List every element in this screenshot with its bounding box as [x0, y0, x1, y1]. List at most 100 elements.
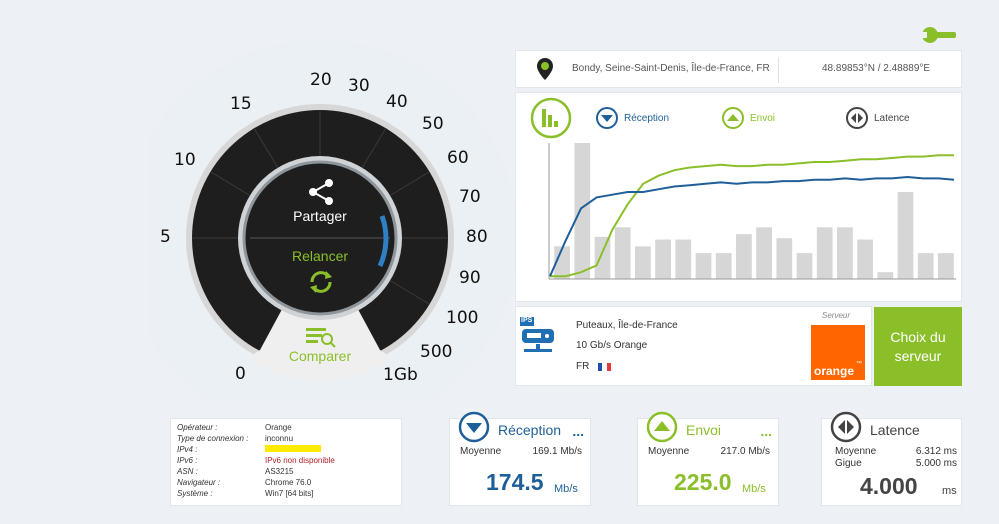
latency-bar: [857, 239, 873, 279]
latency-icon: [846, 107, 868, 129]
gauge-tick: 15: [230, 94, 252, 114]
share-icon[interactable]: [306, 178, 336, 211]
gauge-tick: 500: [420, 342, 453, 362]
upload-arrow-icon: [722, 107, 744, 129]
info-value: inconnu: [265, 434, 294, 443]
server-logo: Serveur orange ™: [806, 310, 868, 382]
legend-upload-label: Envoi: [750, 112, 776, 124]
upload-value: 225.0: [674, 469, 732, 495]
result-reception: Réception ... Moyenne 169.1 Mb/s 174.5 M…: [449, 411, 591, 506]
upload-arrow-icon: [646, 411, 678, 443]
legend-latency[interactable]: Latence: [846, 107, 910, 129]
location-bar: Bondy, Seine-Saint-Denis, Île-de-France,…: [515, 50, 962, 88]
isp-badge: IPS: [521, 317, 533, 324]
isp-city: Puteaux, Île-de-France: [576, 320, 678, 331]
info-key: Système :: [177, 489, 213, 498]
avg-value: 169.1 Mb/s: [532, 446, 582, 457]
result-reception-header: Réception: [458, 411, 561, 443]
choose-server-label-1: Choix du: [890, 328, 946, 345]
gauge-tick: 20: [310, 70, 332, 90]
more-button[interactable]: ...: [760, 423, 772, 439]
latency-bar: [837, 227, 853, 279]
gauge-tick: 10: [174, 150, 196, 170]
gauge-tick: 50: [422, 114, 444, 134]
latency-value: 4.000: [860, 473, 918, 499]
latency-bar: [635, 246, 651, 279]
info-key: IPv6 :: [177, 456, 198, 465]
latency-bar: [796, 253, 813, 279]
result-latency: Latence Moyenne 6.312 ms Gigue 5.000 ms …: [821, 411, 962, 506]
latency-unit: ms: [942, 485, 957, 497]
isp-country: FR: [576, 361, 590, 372]
info-row: Opérateur : Orange: [177, 422, 395, 433]
orange-logo: orange ™: [811, 325, 865, 380]
info-key: ASN :: [177, 467, 198, 476]
latency-bar: [917, 253, 934, 279]
gauge-tick: 30: [348, 76, 370, 96]
legend-reception[interactable]: Réception: [596, 107, 669, 129]
restart-button[interactable]: Relancer: [291, 248, 349, 264]
orange-logo-text: orange: [814, 364, 855, 378]
info-row: IPv4 :: [177, 444, 395, 455]
info-key: Navigateur :: [177, 478, 221, 487]
latency-icon: [830, 411, 862, 443]
download-arrow-icon: [458, 411, 490, 443]
latency-bar: [614, 227, 631, 279]
result-reception-title: Réception: [498, 422, 562, 438]
latency-bar: [776, 238, 793, 279]
share-button[interactable]: Partager: [293, 208, 347, 224]
info-key: Opérateur :: [177, 423, 218, 432]
legend-upload[interactable]: Envoi: [722, 107, 775, 129]
more-button[interactable]: ...: [572, 423, 584, 439]
choose-server-button[interactable]: Choix du serveur: [874, 307, 962, 386]
gauge-tick: 80: [466, 227, 488, 247]
info-row: Navigateur : Chrome 76.0: [177, 477, 395, 488]
ipv4-redacted: [265, 445, 321, 452]
location-coords: 48.89853°N / 2.48889°E: [822, 63, 931, 74]
bar-chart-icon[interactable]: [530, 97, 572, 144]
reception-value: 174.5: [486, 469, 544, 495]
info-value: Chrome 76.0: [265, 478, 312, 487]
latency-bar: [938, 253, 954, 279]
gauge-tick: 70: [459, 187, 481, 207]
latency-bar: [574, 143, 591, 279]
info-row: IPv6 : IPv6 non disponible: [177, 455, 395, 466]
gauge-tick: 40: [386, 92, 408, 112]
result-latency-title: Latence: [870, 422, 920, 438]
latency-bar: [756, 227, 772, 279]
latency-bar: [594, 236, 611, 279]
avg-label: Moyenne: [835, 446, 877, 457]
refresh-icon[interactable]: [307, 268, 335, 301]
avg-label: Moyenne: [460, 446, 502, 457]
upload-series-line: [550, 154, 954, 278]
avg-value: 6.312 ms: [915, 446, 957, 457]
latency-bar: [877, 272, 894, 279]
speed-chart: [548, 143, 956, 280]
latency-bar: [816, 227, 833, 279]
orange-logo-tm: ™: [856, 361, 862, 367]
compare-icon[interactable]: [304, 326, 336, 353]
upload-unit: Mb/s: [742, 483, 766, 495]
info-value: IPv6 non disponible: [265, 456, 335, 465]
choose-server-label-2: serveur: [894, 347, 942, 364]
avg-value: 217.0 Mb/s: [720, 446, 770, 457]
speed-gauge: 0 5 10 15 20 30 40 50 60 70 80 90 100 50…: [150, 40, 520, 400]
legend-reception-label: Réception: [624, 112, 670, 124]
download-arrow-icon: [596, 107, 618, 129]
speed-graph: Réception Envoi Latence: [515, 92, 962, 302]
map-pin-icon: [536, 57, 554, 84]
wrench-icon[interactable]: [920, 24, 960, 46]
reception-series-line: [549, 175, 955, 277]
server-caption: Serveur: [822, 311, 851, 320]
gauge-tick: 60: [447, 148, 469, 168]
gauge-tick: 100: [446, 308, 479, 328]
result-upload-header: Envoi: [646, 411, 721, 443]
latency-bar: [897, 191, 914, 279]
compare-button[interactable]: Comparer: [288, 348, 352, 364]
divider: [778, 57, 779, 83]
legend-latency-label: Latence: [874, 112, 910, 124]
location-city: Bondy, Seine-Saint-Denis, Île-de-France,…: [572, 63, 770, 74]
info-value: Orange: [265, 423, 292, 432]
result-upload: Envoi ... Moyenne 217.0 Mb/s 225.0 Mb/s: [637, 411, 779, 506]
isp-link: 10 Gb/s Orange: [576, 340, 648, 351]
